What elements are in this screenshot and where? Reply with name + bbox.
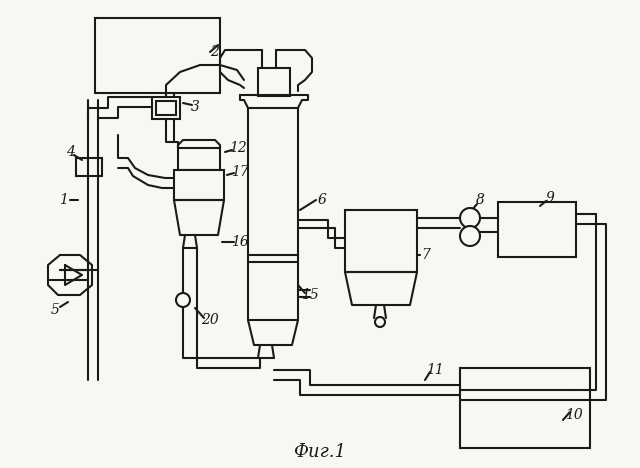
Text: 3: 3 — [191, 100, 200, 114]
Text: Фиг.1: Фиг.1 — [294, 443, 346, 461]
Bar — [156, 101, 176, 115]
Bar — [498, 202, 576, 257]
Text: 17: 17 — [231, 165, 249, 179]
Bar — [178, 148, 220, 170]
Text: 4: 4 — [65, 145, 74, 159]
Bar — [460, 368, 590, 448]
Text: 15: 15 — [301, 288, 319, 302]
Text: 11: 11 — [426, 363, 444, 377]
Circle shape — [460, 208, 480, 228]
Text: 8: 8 — [476, 193, 484, 207]
Text: 20: 20 — [201, 313, 219, 327]
Bar — [95, 18, 220, 93]
Text: 6: 6 — [317, 193, 326, 207]
Bar — [258, 68, 290, 96]
Circle shape — [375, 317, 385, 327]
Text: 7: 7 — [422, 248, 431, 262]
Bar — [345, 210, 417, 272]
Text: 2: 2 — [211, 45, 220, 59]
Bar — [152, 97, 180, 119]
Circle shape — [176, 293, 190, 307]
Bar — [76, 158, 102, 176]
Text: 12: 12 — [229, 141, 247, 155]
Text: 9: 9 — [545, 191, 554, 205]
Circle shape — [460, 226, 480, 246]
Text: 5: 5 — [51, 303, 60, 317]
Bar — [174, 170, 224, 200]
Text: 16: 16 — [231, 235, 249, 249]
Text: 10: 10 — [565, 408, 583, 422]
Text: 1: 1 — [59, 193, 67, 207]
